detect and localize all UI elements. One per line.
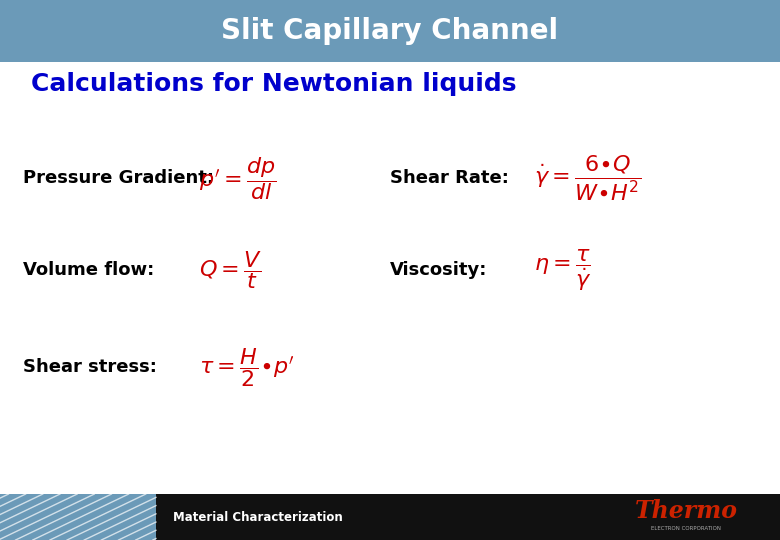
Bar: [0, 494, 156, 540]
Text: $Q = \dfrac{V}{t}$: $Q = \dfrac{V}{t}$: [199, 249, 262, 291]
Text: Viscosity:: Viscosity:: [390, 261, 488, 279]
Text: Volume flow:: Volume flow:: [23, 261, 154, 279]
Text: Calculations for Newtonian liquids: Calculations for Newtonian liquids: [31, 72, 516, 96]
Text: ELECTRON CORPORATION: ELECTRON CORPORATION: [651, 526, 722, 531]
Text: $\dot{\gamma} = \dfrac{6 {\bullet} Q}{W {\bullet} H^2}$: $\dot{\gamma} = \dfrac{6 {\bullet} Q}{W …: [534, 153, 641, 203]
Bar: [0, 0, 780, 62]
Text: Material Characterization: Material Characterization: [172, 510, 342, 524]
Text: Shear stress:: Shear stress:: [23, 358, 158, 376]
Text: $\eta = \dfrac{\tau}{\dot{\gamma}}$: $\eta = \dfrac{\tau}{\dot{\gamma}}$: [534, 247, 592, 293]
Text: Slit Capillary Channel: Slit Capillary Channel: [222, 17, 558, 45]
Text: Thermo: Thermo: [635, 498, 738, 523]
Bar: [0, 494, 780, 540]
Text: $p' = \dfrac{dp}{dl}$: $p' = \dfrac{dp}{dl}$: [199, 155, 276, 201]
Text: Pressure Gradient:: Pressure Gradient:: [23, 169, 215, 187]
Text: $\tau = \dfrac{H}{2} {\bullet} p'$: $\tau = \dfrac{H}{2} {\bullet} p'$: [199, 346, 294, 389]
Text: Shear Rate:: Shear Rate:: [390, 169, 509, 187]
